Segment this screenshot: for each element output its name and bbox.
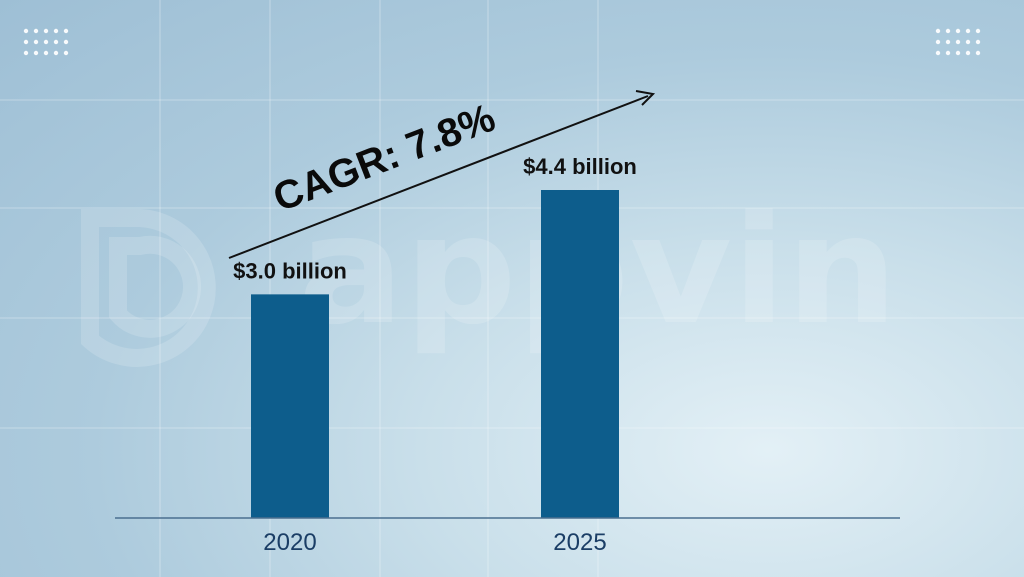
value-label-2020: $3.0 billion (233, 258, 347, 283)
x-tick-label-2025: 2025 (553, 529, 606, 556)
trend-arrow (228, 95, 649, 259)
dot-grid-icon-top-left (23, 28, 69, 56)
arrow-head-icon (635, 90, 656, 106)
bars: $3.0 billion 2020 $4.4 billion 2025 (233, 154, 637, 556)
dot-grid-icon-top-right (935, 28, 981, 56)
bar-2020 (251, 294, 329, 518)
appvin-logo-icon (81, 209, 216, 367)
value-label-2025: $4.4 billion (523, 154, 637, 179)
bar-2025 (541, 190, 619, 518)
x-tick-label-2020: 2020 (263, 529, 316, 556)
watermark: appvin (81, 184, 898, 367)
